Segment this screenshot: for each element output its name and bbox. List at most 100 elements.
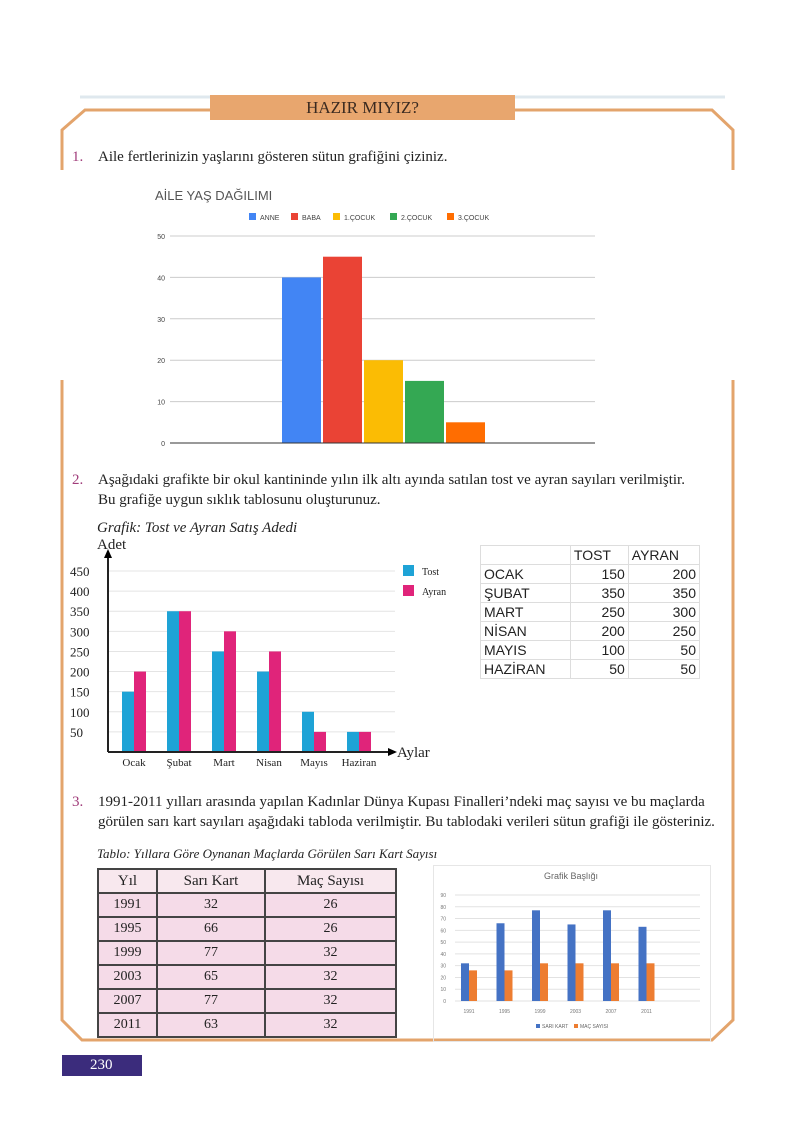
bar-tost (212, 651, 224, 752)
table-cell: 77 (155, 988, 266, 1014)
table-cell: 32 (263, 964, 398, 990)
question-text: görülen sarı kart sayıları aşağıdaki tab… (98, 814, 715, 830)
table-header-row: Yıl Sarı Kart Maç Sayısı (97, 868, 398, 894)
table-row: HAZİRAN 50 50 (480, 659, 701, 679)
table-cell: 250 (569, 602, 629, 622)
question-text: Bu grafiğe uygun sıklık tablosunu oluştu… (98, 492, 381, 508)
table-cell: 26 (263, 892, 398, 918)
yellow-card-table: Yıl Sarı Kart Maç Sayısı 1991 32 26 1995 66 26 19… (97, 868, 398, 1038)
table-cell: 32 (155, 892, 266, 918)
y-tick-label: 350 (70, 604, 90, 619)
legend-swatch (536, 1024, 540, 1028)
frequency-table: TOST AYRAN OCAK 150 200 ŞUBAT 350 350 MART 250 300… (480, 545, 701, 679)
y-tick-label: 50 (157, 234, 165, 241)
y-tick-label: 10 (440, 987, 446, 993)
question-1: 1. Aile fertlerinizin yaşlarını gösteren … (72, 147, 447, 167)
x-tick-label: Ocak (122, 757, 146, 769)
bar-tost (302, 711, 314, 752)
y-tick-label: 300 (70, 624, 90, 639)
table-cell: HAZİRAN (480, 659, 571, 679)
table-cell: 65 (155, 964, 266, 990)
legend-label: Tost (422, 567, 439, 578)
table-cell: 32 (263, 1012, 398, 1038)
table-row: ŞUBAT 350 350 (480, 583, 701, 603)
table-cell: 26 (263, 916, 398, 942)
table-cell: 1991 (97, 892, 158, 918)
bar-masayisi (469, 970, 477, 1001)
bar-ayran (224, 631, 236, 752)
legend-label: 3.ÇOCUK (458, 215, 489, 222)
table-cell: 300 (627, 602, 701, 622)
bar-sarikart (567, 924, 576, 1001)
x-tick-label: Nisan (256, 757, 282, 769)
table-row: 2007 77 32 (97, 988, 398, 1014)
x-tick-label: 1991 (463, 1009, 474, 1015)
y-tick-label: 0 (161, 441, 165, 448)
y-tick-label: 50 (440, 940, 446, 946)
legend-label: BABA (302, 215, 321, 222)
table-cell: 200 (569, 621, 629, 641)
y-tick-label: 30 (157, 317, 165, 324)
bar-masayisi (646, 963, 655, 1001)
table-row: 1991 32 26 (97, 892, 398, 918)
x-tick-label: 2003 (570, 1009, 581, 1015)
bar-tost (257, 671, 269, 752)
legend-label: SARI KART (542, 1024, 568, 1030)
legend-swatch (390, 213, 397, 220)
x-tick-label: Mayıs (300, 757, 328, 769)
page-number: 230 (62, 1055, 142, 1076)
bar-ayran (134, 671, 146, 752)
bar-masayisi (540, 963, 548, 1001)
table-row: 1999 77 32 (97, 940, 398, 966)
y-tick-label: 400 (70, 584, 90, 599)
question-text: Aile fertlerinizin yaşlarını gösteren sü… (98, 149, 448, 165)
y-tick-label: 70 (440, 917, 446, 923)
legend-swatch (333, 213, 340, 220)
table-cell: 350 (627, 583, 701, 603)
legend-swatch (403, 565, 414, 576)
y-tick-label: 0 (443, 999, 446, 1005)
table-row: MART 250 300 (480, 602, 701, 622)
bar-ayran (314, 731, 326, 752)
legend-swatch (249, 213, 256, 220)
x-tick-label: 2007 (605, 1009, 616, 1015)
y-axis-arrow-icon (104, 549, 112, 558)
y-tick-label: 100 (70, 705, 90, 720)
legend-label: Ayran (422, 587, 446, 598)
bar-tost (122, 691, 134, 752)
chart1-title: AİLE YAŞ DAĞILIMI (155, 188, 273, 203)
table-row: 2003 65 32 (97, 964, 398, 990)
bar-2ocuk (405, 380, 444, 443)
bar-ayran (179, 611, 191, 752)
y-tick-label: 90 (440, 893, 446, 899)
bar-tost (347, 731, 359, 752)
table-cell: 66 (155, 916, 266, 942)
table-cell: 1999 (97, 940, 158, 966)
table-cell: ŞUBAT (480, 583, 571, 603)
legend-label: 2.ÇOCUK (401, 215, 432, 222)
table-cell: 2007 (97, 988, 158, 1014)
legend-swatch (574, 1024, 578, 1028)
table3-caption: Tablo: Yıllara Göre Oynanan Maçlarda Gör… (97, 846, 438, 861)
bar-sarikart (461, 963, 469, 1001)
table-header-row: TOST AYRAN (480, 545, 701, 565)
x-axis-arrow-icon (388, 748, 397, 756)
y-tick-label: 20 (440, 975, 446, 981)
y-tick-label: 10 (157, 400, 165, 407)
bar-sarikart (603, 910, 611, 1001)
table-cell: Yıl (97, 868, 158, 894)
y-tick-label: 80 (440, 905, 446, 911)
chart3-box (433, 865, 711, 1042)
bar-anne (282, 277, 321, 443)
bar-sarikart (638, 926, 647, 1001)
x-tick-label: Mart (213, 757, 234, 769)
question-2: 2. Aşağıdaki grafikte bir okul kantininde… (72, 470, 685, 510)
y-tick-label: 60 (440, 928, 446, 934)
table-cell: 1995 (97, 916, 158, 942)
y-tick-label: 30 (440, 964, 446, 970)
legend-label: ANNE (260, 215, 280, 222)
